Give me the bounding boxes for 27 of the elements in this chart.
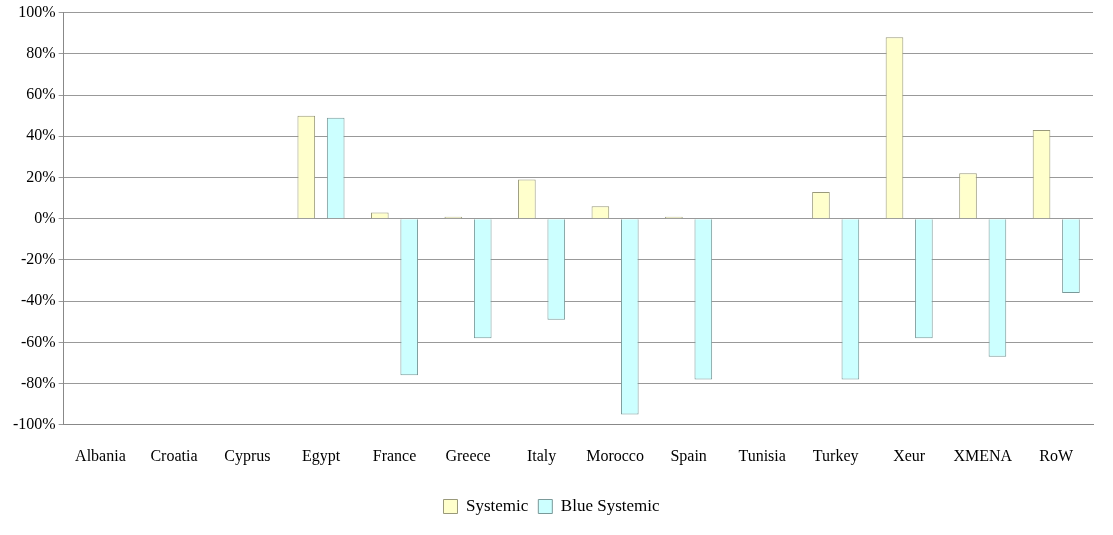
x-tick-label: France xyxy=(372,446,417,464)
x-tick-label: Greece xyxy=(445,446,491,464)
y-tick-label: 100% xyxy=(18,2,56,20)
x-tick-label: Xeur xyxy=(893,446,926,464)
x-tick-label: Albania xyxy=(75,446,126,464)
x-tick-label: Egypt xyxy=(301,446,341,465)
y-tick-label: 0% xyxy=(34,208,56,226)
y-tick-label: -100% xyxy=(13,415,56,432)
x-tick-label: Spain xyxy=(670,446,707,465)
x-tick-label: XMENA xyxy=(953,446,1013,464)
x-tick-label: RoW xyxy=(1039,446,1075,464)
y-tick-label: 40% xyxy=(26,126,56,144)
y-tick-label: 20% xyxy=(26,167,56,185)
x-tick-label: Tunisia xyxy=(738,446,786,464)
legend-label: Blue Systemic xyxy=(560,495,660,515)
legend-label: Systemic xyxy=(465,495,529,515)
y-tick-label: -20% xyxy=(21,250,56,268)
x-tick-label: Italy xyxy=(526,446,557,465)
y-tick-label: 80% xyxy=(26,44,56,62)
x-tick-label: Croatia xyxy=(150,446,198,464)
x-tick-label: Cyprus xyxy=(224,446,271,465)
y-tick-label: -40% xyxy=(21,291,56,309)
y-tick-label: -80% xyxy=(21,373,56,391)
x-tick-label: Morocco xyxy=(586,446,644,464)
y-tick-label: -60% xyxy=(21,332,56,350)
y-tick-label: 60% xyxy=(26,85,56,103)
x-tick-label: Turkey xyxy=(812,446,859,465)
